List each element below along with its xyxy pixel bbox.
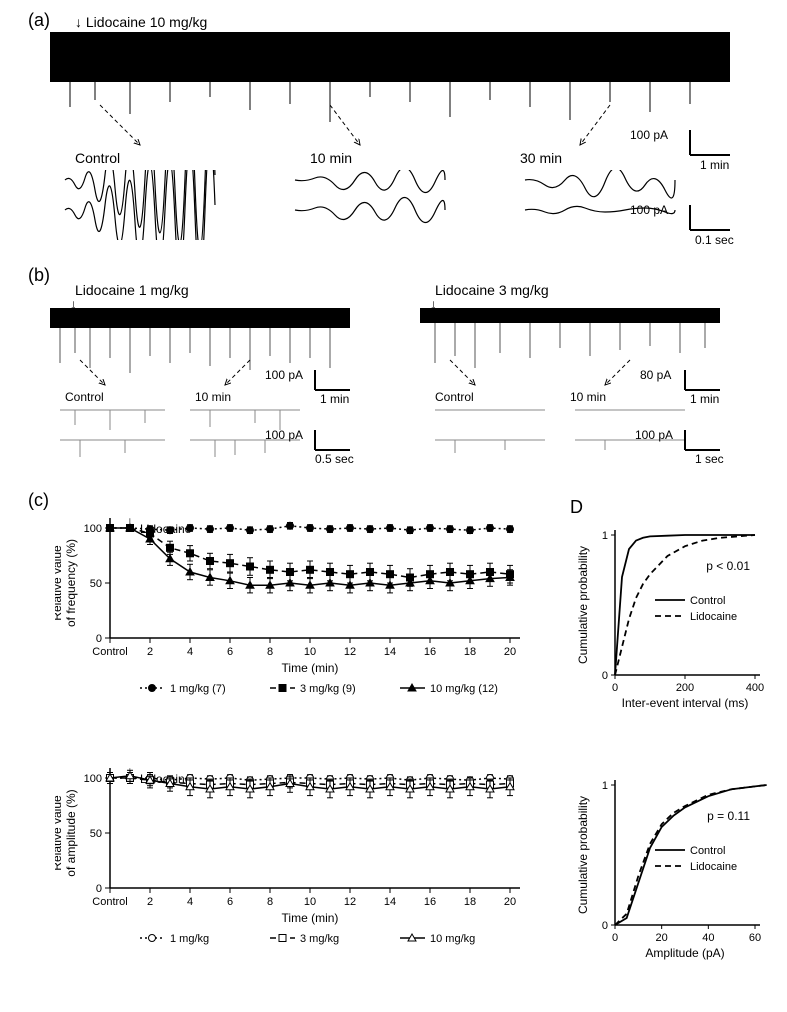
scale-b-rt-x: 1 min [690, 392, 719, 406]
svg-text:50: 50 [90, 828, 102, 840]
svg-text:100: 100 [84, 773, 102, 785]
svg-text:3 mg/kg (9): 3 mg/kg (9) [300, 683, 356, 695]
scale-a-bot-y: 100 pA [630, 203, 668, 217]
control-b-l: Control [65, 390, 104, 404]
lido3-label: Lidocaine 3 mg/kg [435, 282, 549, 298]
dashed-arrows-a [50, 100, 730, 160]
expanded-a [60, 170, 720, 240]
svg-text:Time (min): Time (min) [282, 911, 339, 925]
svg-text:6: 6 [227, 896, 233, 908]
freq-chart: 0 50 100 Control 2 4 6 8 10 12 14 16 18 20 Relative va… [55, 510, 535, 700]
arrow-a-label: ↓ Lidocaine 10 mg/kg [75, 14, 207, 30]
svg-text:20: 20 [504, 896, 516, 908]
amplitude-cdf-chart: 010204060Cumulative probabilityAmplitude… [575, 765, 770, 965]
svg-text:18: 18 [464, 646, 476, 658]
svg-text:14: 14 [384, 896, 396, 908]
svg-text:0: 0 [602, 920, 608, 932]
svg-text:4: 4 [187, 646, 193, 658]
svg-text:Lidocaine: Lidocaine [690, 861, 737, 873]
svg-text:2: 2 [147, 896, 153, 908]
svg-text:6: 6 [227, 646, 233, 658]
svg-text:0: 0 [96, 883, 102, 895]
amp-chart: 0 50 100 Control 2 4 6 8 10 12 14 16 18 20 Relative va… [55, 760, 535, 950]
svg-text:Relative valueof frequency (%): Relative valueof frequency (%) [55, 539, 78, 627]
scale-b-rt-y: 80 pA [640, 368, 671, 382]
svg-text:Control: Control [92, 646, 127, 658]
scale-b-lb-x: 0.5 sec [315, 452, 354, 466]
svg-text:10: 10 [304, 646, 316, 658]
scale-b-rb-y: 100 pA [635, 428, 673, 442]
svg-text:1 mg/kg: 1 mg/kg [170, 933, 209, 945]
svg-text:4: 4 [187, 896, 193, 908]
svg-text:0: 0 [96, 633, 102, 645]
svg-text:Amplitude (pA): Amplitude (pA) [645, 946, 724, 960]
scale-b-lb-y: 100 pA [265, 428, 303, 442]
interval-chart: 0 1 0 200 400 Cumulative probability Inter-eve… [575, 515, 770, 715]
svg-text:12: 12 [344, 646, 356, 658]
svg-text:Cumulative probability: Cumulative probability [576, 546, 590, 664]
svg-text:Cumulative probability: Cumulative probability [576, 796, 590, 914]
svg-text:0: 0 [602, 670, 608, 682]
svg-text:200: 200 [676, 682, 694, 694]
svg-text:Control: Control [92, 896, 127, 908]
scale-b-lt-y: 100 pA [265, 368, 303, 382]
svg-text:Lidocaine: Lidocaine [690, 611, 737, 623]
svg-text:Time (min): Time (min) [282, 661, 339, 675]
svg-text:Control: Control [690, 845, 725, 857]
scale-a-bottom [680, 205, 760, 255]
panel-b-label: (b) [28, 265, 50, 286]
10min-b-r: 10 min [570, 390, 606, 404]
svg-text:p < 0.01: p < 0.01 [706, 559, 750, 573]
svg-text:Inter-event interval (ms): Inter-event interval (ms) [622, 696, 749, 710]
panel-c-label: (c) [28, 490, 49, 511]
svg-text:1: 1 [602, 530, 608, 542]
10min-a: 10 min [310, 150, 352, 166]
10min-b-l: 10 min [195, 390, 231, 404]
panel-a-label: (a) [28, 10, 50, 31]
svg-text:20: 20 [504, 646, 516, 658]
svg-text:p = 0.11: p = 0.11 [707, 809, 750, 823]
svg-text:20: 20 [656, 932, 668, 944]
svg-text:12: 12 [344, 896, 356, 908]
svg-text:Relative valueof amplitude (%): Relative valueof amplitude (%) [55, 789, 78, 876]
lido1-label: Lidocaine 1 mg/kg [75, 282, 189, 298]
svg-text:1: 1 [602, 780, 608, 792]
svg-text:1 mg/kg (7): 1 mg/kg (7) [170, 683, 226, 695]
svg-text:3 mg/kg: 3 mg/kg [300, 933, 339, 945]
svg-text:40: 40 [702, 932, 714, 944]
svg-text:0: 0 [612, 932, 618, 944]
svg-text:50: 50 [90, 578, 102, 590]
svg-text:10 mg/kg (12): 10 mg/kg (12) [430, 683, 498, 695]
svg-text:2: 2 [147, 646, 153, 658]
svg-text:16: 16 [424, 896, 436, 908]
svg-text:10: 10 [304, 896, 316, 908]
svg-text:60: 60 [749, 932, 761, 944]
svg-text:10 mg/kg: 10 mg/kg [430, 933, 475, 945]
svg-text:14: 14 [384, 646, 396, 658]
control-a: Control [75, 150, 120, 166]
control-b-r: Control [435, 390, 474, 404]
scale-b-rb-x: 1 sec [695, 452, 724, 466]
svg-text:Control: Control [690, 595, 725, 607]
svg-text:8: 8 [267, 646, 273, 658]
svg-text:100: 100 [84, 523, 102, 535]
svg-text:18: 18 [464, 896, 476, 908]
svg-text:16: 16 [424, 646, 436, 658]
svg-text:0: 0 [612, 682, 618, 694]
scale-a-bot-x: 0.1 sec [695, 233, 734, 247]
scale-b-lt-x: 1 min [320, 392, 349, 406]
injection-a-text: Lidocaine 10 mg/kg [86, 14, 207, 30]
svg-text:400: 400 [746, 682, 764, 694]
svg-text:8: 8 [267, 896, 273, 908]
30min-a: 30 min [520, 150, 562, 166]
